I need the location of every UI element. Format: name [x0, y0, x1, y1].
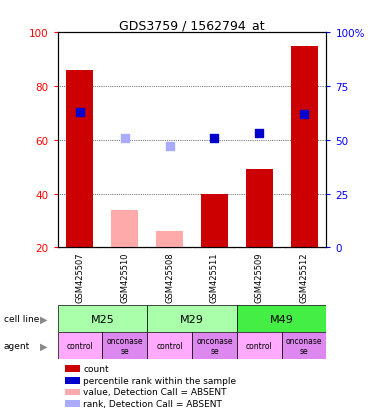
Bar: [201, 194, 228, 248]
Text: onconase
se: onconase se: [196, 336, 233, 356]
Text: ▶: ▶: [40, 341, 47, 351]
Text: percentile rank within the sample: percentile rank within the sample: [83, 376, 237, 385]
Point: [211, 135, 217, 142]
Text: M29: M29: [180, 314, 204, 324]
Bar: [147, 332, 192, 359]
Text: agent: agent: [4, 342, 30, 350]
Text: count: count: [83, 364, 109, 373]
Text: M49: M49: [270, 314, 293, 324]
Text: rank, Detection Call = ABSENT: rank, Detection Call = ABSENT: [83, 399, 222, 408]
Bar: [237, 332, 282, 359]
Bar: [282, 332, 326, 359]
Bar: [58, 306, 147, 332]
Bar: [102, 332, 147, 359]
Bar: [246, 170, 273, 248]
Text: M25: M25: [91, 314, 114, 324]
Bar: [66, 71, 93, 248]
Text: control: control: [246, 342, 273, 350]
Point: [122, 135, 128, 142]
Text: GSM425512: GSM425512: [299, 252, 309, 302]
Text: onconase
se: onconase se: [106, 336, 143, 356]
Text: GSM425507: GSM425507: [75, 252, 85, 302]
Text: control: control: [66, 342, 93, 350]
Bar: [290, 47, 318, 248]
Bar: [156, 232, 183, 248]
Text: control: control: [156, 342, 183, 350]
Title: GDS3759 / 1562794_at: GDS3759 / 1562794_at: [119, 19, 265, 32]
Bar: [147, 306, 237, 332]
Text: GSM425509: GSM425509: [255, 252, 264, 302]
Text: onconase
se: onconase se: [286, 336, 322, 356]
Bar: [192, 332, 237, 359]
Point: [77, 109, 83, 116]
Text: ▶: ▶: [40, 314, 47, 324]
Text: value, Detection Call = ABSENT: value, Detection Call = ABSENT: [83, 387, 227, 396]
Point: [256, 131, 262, 137]
Point: [301, 112, 307, 118]
Bar: [111, 210, 138, 248]
Text: cell line: cell line: [4, 315, 39, 323]
Text: GSM425508: GSM425508: [165, 252, 174, 302]
Bar: [237, 306, 326, 332]
Bar: [58, 332, 102, 359]
Point: [167, 144, 173, 150]
Text: GSM425511: GSM425511: [210, 252, 219, 302]
Text: GSM425510: GSM425510: [120, 252, 129, 302]
